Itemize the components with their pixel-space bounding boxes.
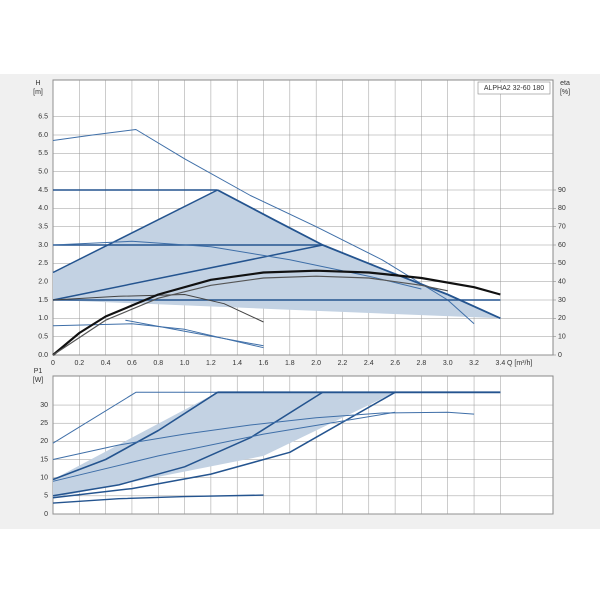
curve (125, 319, 264, 347)
y-tick-label: 3.0 (38, 242, 48, 249)
x-tick-label: 2.8 (417, 360, 427, 367)
plot-layer: 0 0.2 0.4 0.6 0.8 1.0 1.2 1.4 1.6 1.8 2.0 2.2 2.4 2.6… (38, 80, 566, 518)
x-tick-label: 0.6 (127, 360, 137, 367)
x-tick-label: 3.2 (469, 360, 479, 367)
curve (52, 189, 218, 274)
y-tick-label: 6.5 (38, 114, 48, 121)
x-tick-label: 2.4 (364, 360, 374, 367)
x-tick-label: 1.0 (180, 360, 190, 367)
curve (52, 391, 218, 481)
y-tick-label: 25 (40, 420, 48, 427)
curve (52, 411, 475, 460)
x-tick-label: 1.6 (259, 360, 269, 367)
y2-tick-label: 20 (558, 315, 566, 322)
y-tick-label: 1.0 (38, 315, 48, 322)
x-tick-label: 0.2 (74, 360, 84, 367)
efficiency-curve (52, 275, 448, 356)
efficiency-curve (52, 269, 501, 356)
y-tick-label: 4.0 (38, 205, 48, 212)
y-tick-label: 10 (40, 475, 48, 482)
y-tick-label: 30 (40, 402, 48, 409)
y2-tick-label: 70 (558, 224, 566, 231)
y-axis-unit: [W] (33, 377, 44, 384)
x-tick-label: 2.6 (390, 360, 400, 367)
x-tick-label: 3.4 (496, 360, 506, 367)
x-tick-label: 0.4 (101, 360, 111, 367)
curve (52, 411, 396, 482)
y2-axis-unit: [%] (560, 89, 570, 96)
x-tick-label: 2.2 (338, 360, 348, 367)
x-tick-label: 1.8 (285, 360, 295, 367)
y-tick-label: 4.5 (38, 187, 48, 194)
y-tick-label: 3.5 (38, 224, 48, 231)
y-axis-label: H (35, 80, 40, 87)
y2-axis-label: eta (560, 80, 570, 87)
y-tick-label: 5 (44, 493, 48, 500)
curve (52, 244, 323, 301)
y2-tick-label: 60 (558, 242, 566, 249)
label-layer: 0 0.2 0.4 0.6 0.8 1.0 1.2 1.4 1.6 1.8 2.0 2.2 2.4 2.6… (38, 114, 566, 518)
x-tick-label: 1.2 (206, 360, 216, 367)
title-box (477, 81, 551, 95)
x-tick-label: 1.4 (232, 360, 242, 367)
y2-tick-label: 80 (558, 205, 566, 212)
y-tick-label: 2.0 (38, 279, 48, 286)
y-tick-label: 0 (44, 511, 48, 518)
y-tick-label: 0.5 (38, 334, 48, 341)
curve (52, 391, 396, 499)
y2-tick-label: 30 (558, 297, 566, 304)
y2-tick-label: 40 (558, 279, 566, 286)
y-tick-label: 6.0 (38, 132, 48, 139)
x-tick-label: 0.8 (153, 360, 163, 367)
x-tick-label: 3.0 (443, 360, 453, 367)
y-tick-label: 5.5 (38, 150, 48, 157)
chart-title: ALPHA2 32-60 180 (484, 85, 544, 92)
data-layer (52, 129, 501, 504)
y-tick-label: 2.5 (38, 260, 48, 267)
x-tick-label: 0 (51, 360, 55, 367)
y2-tick-label: 0 (558, 352, 562, 359)
curve (52, 240, 422, 290)
y-axis-label: P1 (34, 368, 43, 375)
x-axis-label: Q [m³/h] (507, 360, 532, 367)
y-axis-unit: [m] (33, 89, 43, 96)
y-tick-label: 15 (40, 456, 48, 463)
y-tick-label: 20 (40, 438, 48, 445)
curve (52, 294, 264, 323)
y-tick-label: 5.0 (38, 169, 48, 176)
y-tick-label: 1.5 (38, 297, 48, 304)
curve (217, 189, 501, 320)
y-tick-label: 0.0 (38, 352, 48, 359)
curve (52, 494, 264, 504)
y2-tick-label: 90 (558, 187, 566, 194)
x-tick-label: 2.0 (311, 360, 321, 367)
y2-tick-label: 10 (558, 334, 566, 341)
y2-tick-label: 50 (558, 260, 566, 267)
